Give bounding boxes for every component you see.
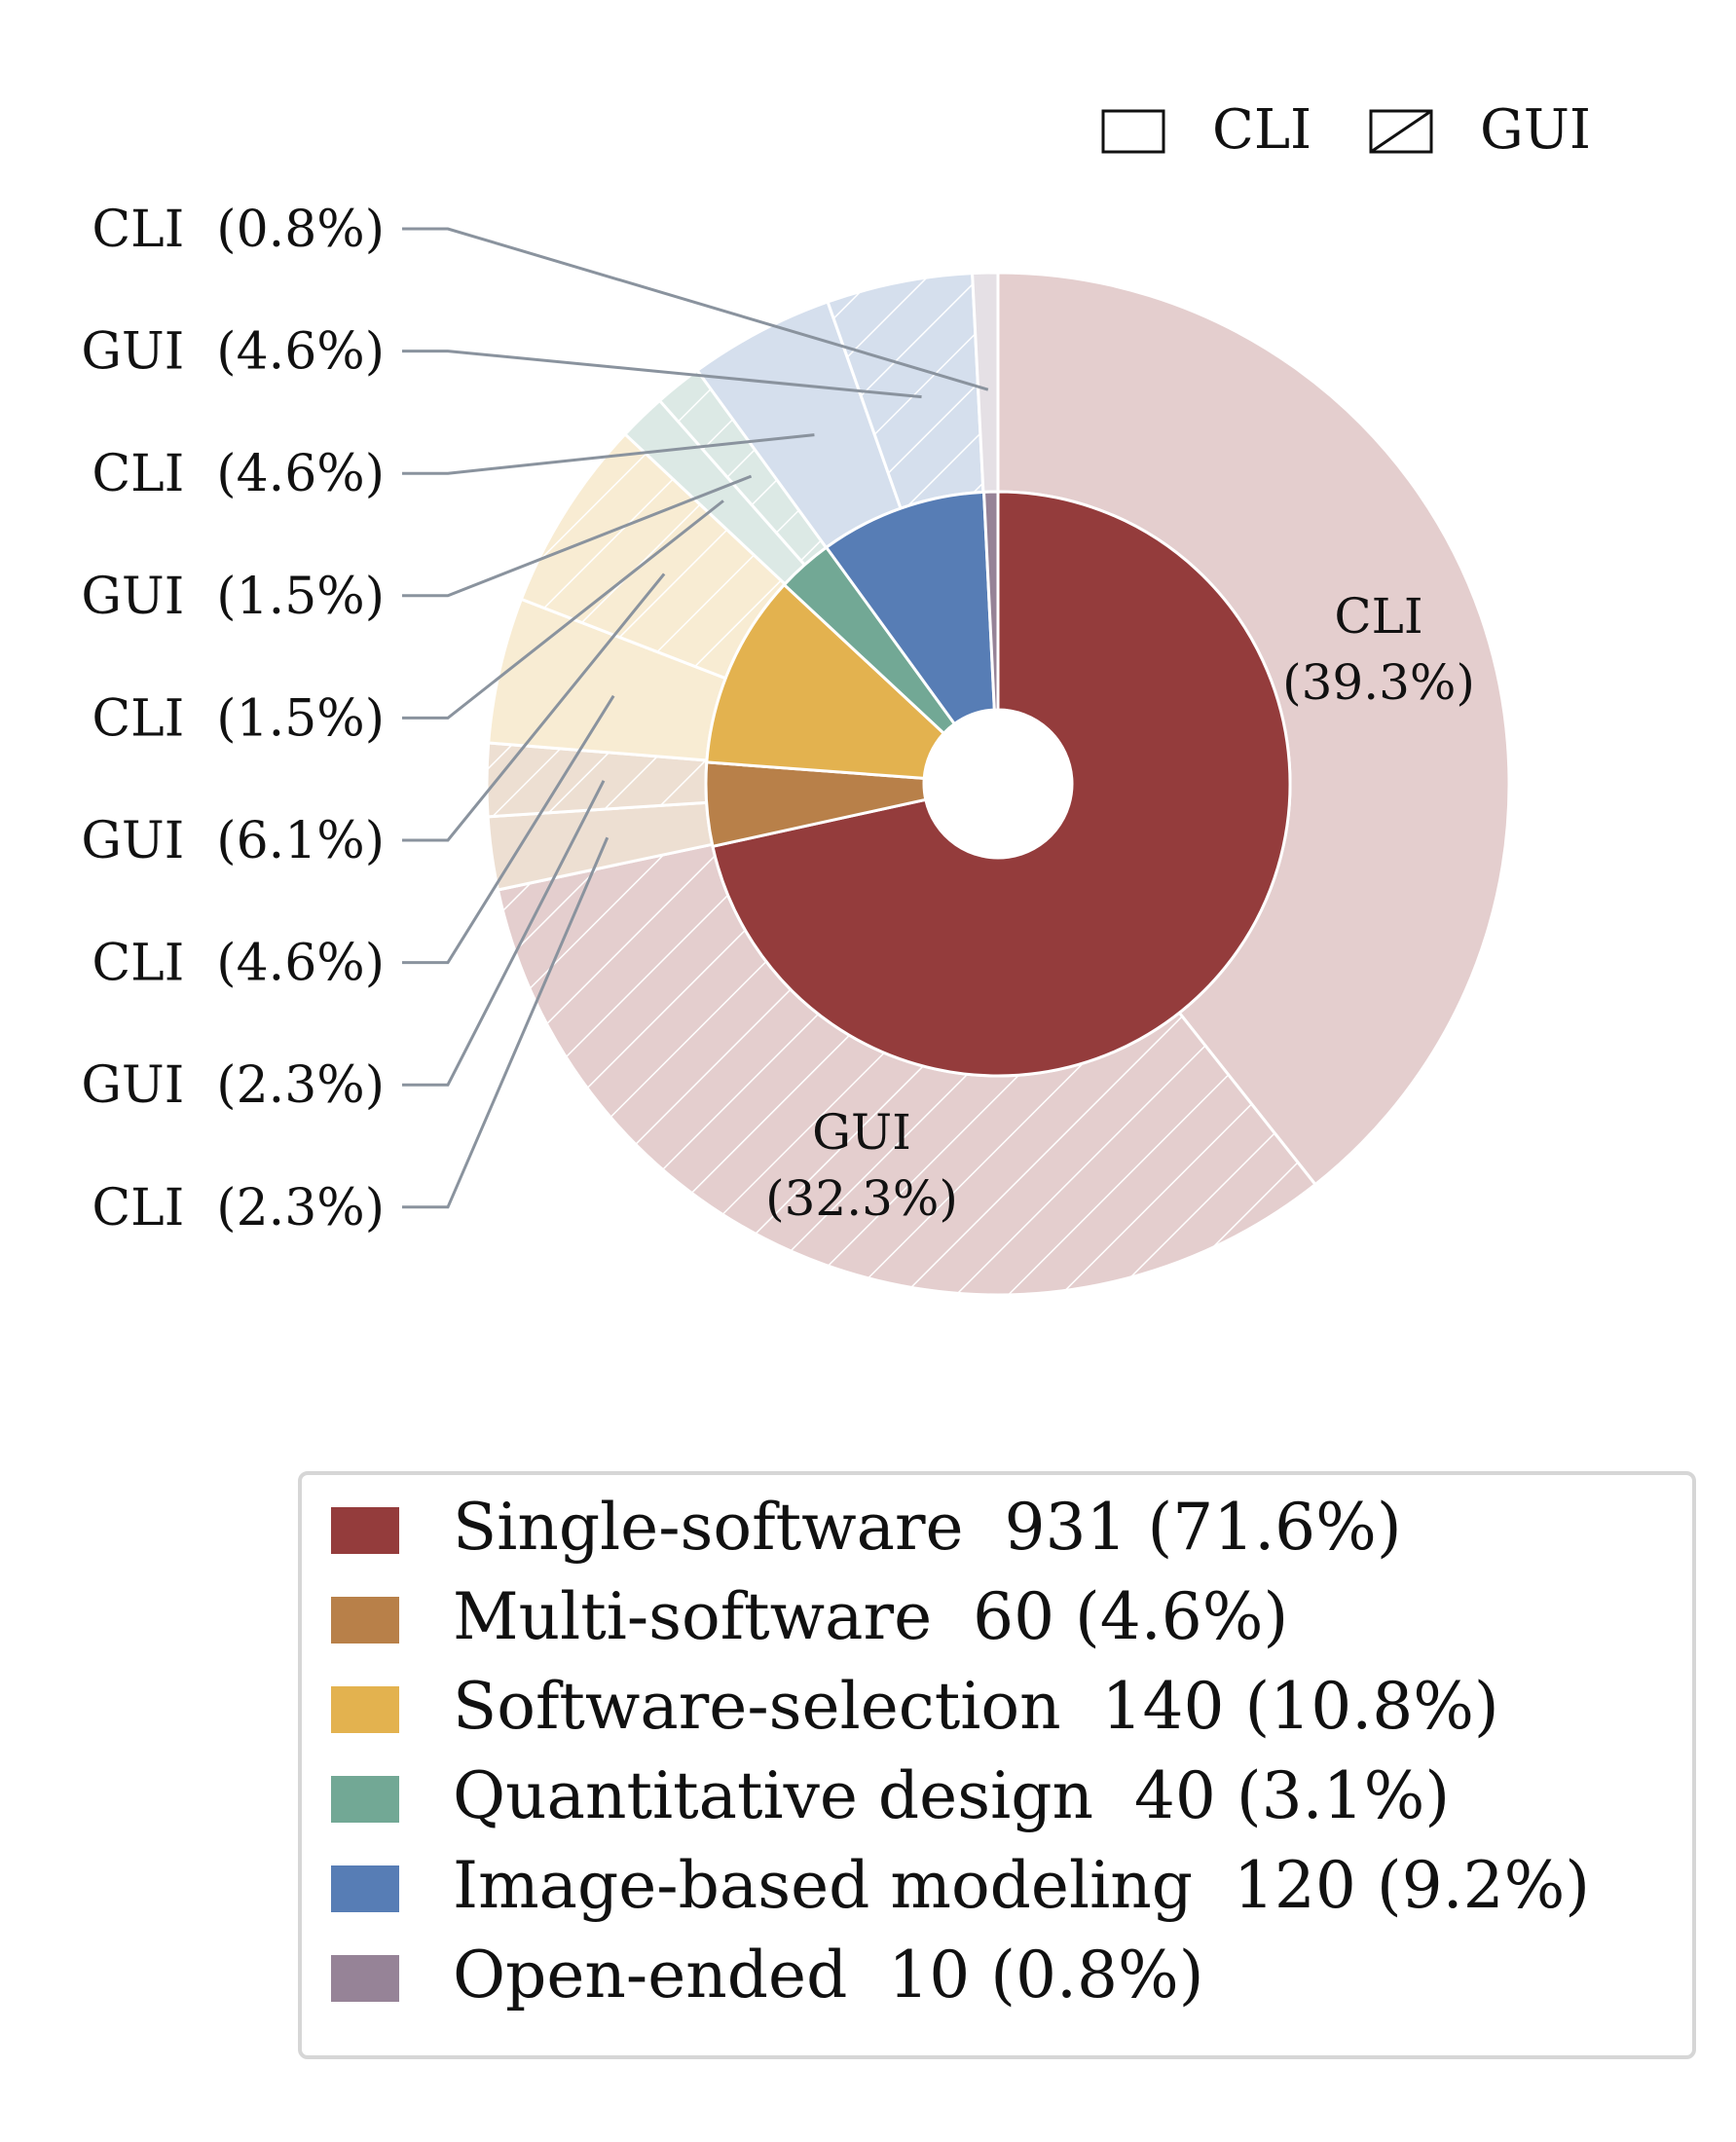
callout-labels: CLI (0.8%) GUI (4.6%) CLI (4.6%) GUI (1.5%)… [81, 201, 989, 1237]
category-legend: Single-software 931 (71.6%) Multi-softwar… [298, 1471, 1696, 2059]
callout-line-multi-software-cli [402, 836, 609, 1209]
inner-slice-single-software [711, 490, 1292, 1078]
legend-swatch-0 [331, 1507, 399, 1554]
legend-label-3: Quantitative design 40 (3.1%) [453, 1758, 1450, 1833]
inner-slice-image-based-modeling [824, 490, 996, 726]
callout-label-image-based-modeling-cli: CLI (4.6%) [92, 445, 385, 503]
callout-line-open-ended-cli [402, 227, 989, 391]
hatch-legend: CLI GUI [1101, 98, 1591, 162]
callout-label-multi-software-gui: GUI (2.3%) [81, 1056, 385, 1115]
callout-label-quantitative-design-cli: CLI (1.5%) [92, 689, 385, 748]
hatch-legend-gui-stroke [1370, 109, 1432, 154]
legend-swatch-4 [331, 1865, 399, 1912]
inner-ring [704, 490, 1292, 1078]
outer-slice-hatch-single-software-gui [498, 844, 1315, 1295]
legend-swatch-3 [331, 1776, 399, 1823]
callout-label-software-selection-gui: GUI (6.1%) [81, 812, 385, 870]
hatch-legend-cli-swatch [1101, 109, 1165, 154]
inner-slice-software-selection [705, 582, 946, 781]
callout-line-quantitative-design-gui [402, 474, 753, 598]
legend-items: Single-software 931 (71.6%) Multi-softwar… [331, 1490, 1590, 2013]
inside-label-cli: CLI (39.3%) [1282, 588, 1475, 711]
callout-line-multi-software-gui [402, 780, 606, 1087]
hatch-legend-cli-label: CLI [1212, 98, 1311, 162]
legend-swatch-1 [331, 1597, 399, 1643]
outer-slice-hatch-image-based-modeling-gui [828, 273, 983, 509]
inner-slice-open-ended [981, 490, 1000, 712]
legend-label-4: Image-based modeling 120 (9.2%) [453, 1848, 1590, 1923]
outer-slice-hatch-multi-software-gui [487, 742, 707, 817]
callout-label-image-based-modeling-gui: GUI (4.6%) [81, 323, 385, 382]
inside-label-cli-name: CLI [1334, 588, 1422, 645]
legend-swatch-2 [331, 1686, 399, 1733]
callout-line-software-selection-gui [402, 572, 666, 842]
callout-line-quantitative-design-cli [402, 499, 724, 720]
callout-label-open-ended-cli: CLI (0.8%) [92, 201, 385, 259]
callout-line-image-based-modeling-cli [402, 433, 815, 475]
outer-slice-hatch-quantitative-design-gui [659, 370, 827, 566]
inside-label-gui: GUI (32.3%) [765, 1104, 958, 1227]
hatch-legend-gui-label: GUI [1480, 98, 1591, 162]
legend-box [298, 1471, 1696, 2059]
legend-label-1: Multi-software 60 (4.6%) [453, 1579, 1288, 1654]
callout-label-multi-software-cli: CLI (2.3%) [92, 1179, 385, 1237]
legend-label-2: Software-selection 140 (10.8%) [453, 1669, 1499, 1744]
callout-label-quantitative-design-gui: GUI (1.5%) [81, 568, 385, 626]
legend-label-0: Single-software 931 (71.6%) [453, 1490, 1402, 1565]
callout-line-software-selection-cli [402, 694, 615, 965]
outer-ring [485, 271, 1511, 1297]
callout-line-image-based-modeling-gui [402, 350, 922, 399]
inside-label-gui-name: GUI [812, 1104, 911, 1161]
inside-label-cli-percent: (39.3%) [1282, 654, 1475, 711]
legend-label-5: Open-ended 10 (0.8%) [453, 1938, 1203, 2013]
legend-swatch-5 [331, 1955, 399, 2002]
callout-label-software-selection-cli: CLI (4.6%) [92, 935, 385, 993]
inside-label-gui-percent: (32.3%) [765, 1170, 958, 1227]
